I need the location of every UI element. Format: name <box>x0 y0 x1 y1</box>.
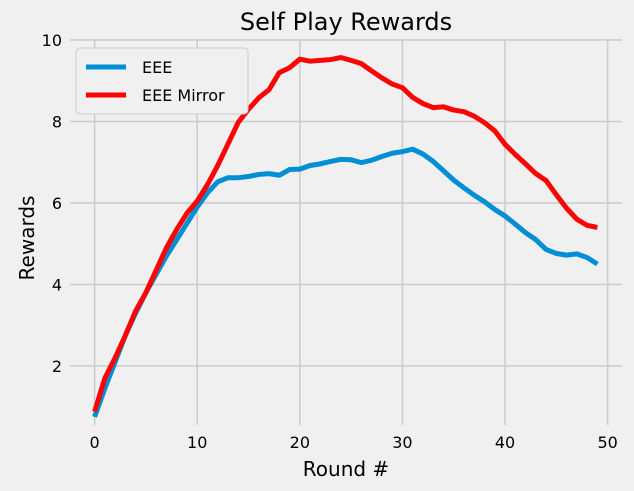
x-tick-labels: 0 10 20 30 40 50 <box>90 433 618 452</box>
y-tick-label: 2 <box>52 357 62 376</box>
y-tick-label: 6 <box>52 194 62 213</box>
x-axis-label: Round # <box>303 457 389 481</box>
y-tick-labels: 2 4 6 8 10 <box>42 31 62 376</box>
y-tick-label: 10 <box>42 31 62 50</box>
legend-label-eee-mirror: EEE Mirror <box>142 86 225 105</box>
y-axis-label: Rewards <box>15 196 39 281</box>
series-line-eee-mirror <box>92 55 598 413</box>
legend: EEE EEE Mirror <box>75 47 249 115</box>
y-tick-label: 4 <box>52 275 62 294</box>
x-tick-label: 20 <box>290 433 310 452</box>
x-tick-label: 0 <box>90 433 100 452</box>
x-tick-label: 50 <box>597 433 617 452</box>
x-tick-label: 30 <box>392 433 412 452</box>
x-tick-label: 10 <box>187 433 207 452</box>
x-tick-label: 40 <box>495 433 515 452</box>
legend-label-eee: EEE <box>142 58 172 77</box>
grid-lines <box>70 39 622 425</box>
series-lines <box>92 55 599 418</box>
chart-title: Self Play Rewards <box>240 8 452 36</box>
y-tick-label: 8 <box>52 112 62 131</box>
series-line-eee <box>92 146 599 418</box>
